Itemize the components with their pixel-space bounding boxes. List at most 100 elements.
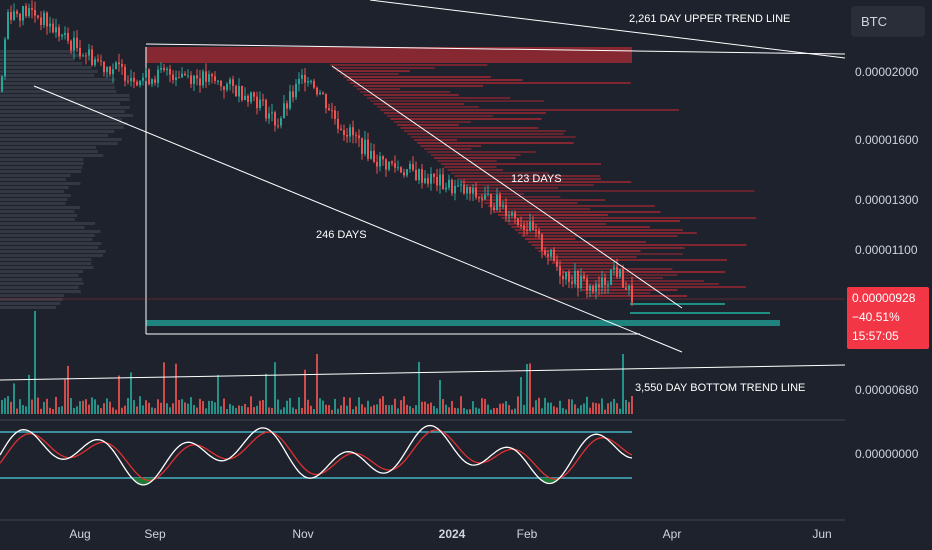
volume-bar — [76, 406, 78, 414]
profile-bar — [0, 198, 68, 201]
candle-body — [178, 77, 180, 79]
volume-bar — [601, 398, 603, 414]
profile-bar — [0, 58, 75, 61]
volume-bar — [16, 408, 18, 414]
candle-body — [388, 161, 390, 170]
candle-body — [154, 79, 156, 83]
volume-bar — [505, 401, 507, 414]
profile-bar — [430, 154, 521, 156]
profile-bar — [0, 182, 81, 185]
candle-body — [193, 75, 195, 84]
profile-bar — [0, 250, 106, 253]
candle-body — [46, 12, 48, 27]
volume-bar — [478, 408, 480, 414]
time-tick-label: 2024 — [439, 527, 466, 541]
candle-body — [271, 112, 273, 114]
candle-body — [472, 187, 474, 194]
profile-bar — [548, 259, 728, 261]
volume-bar — [37, 397, 39, 414]
bottom-trend-label: 3,550 DAY BOTTOM TREND LINE — [635, 382, 805, 394]
profile-bar — [461, 181, 632, 183]
volume-bar — [397, 408, 399, 414]
candle-body — [391, 161, 393, 164]
candle-body — [52, 23, 54, 33]
candle-body — [541, 234, 543, 251]
volume-bar — [67, 365, 69, 414]
candle-body — [520, 224, 522, 226]
candle-body — [103, 61, 105, 73]
candle-body — [199, 78, 201, 86]
volume-bar — [124, 405, 126, 414]
candle-body — [274, 112, 276, 126]
candle-body — [577, 270, 579, 289]
candle-body — [112, 69, 114, 75]
volume-bar — [412, 408, 414, 414]
candle-body — [514, 212, 516, 219]
volume-bar — [55, 396, 57, 414]
profile-bar — [330, 64, 488, 66]
volume-bar — [184, 402, 186, 414]
volume-bar — [514, 408, 516, 414]
profile-bar — [514, 229, 683, 231]
profile-bar — [0, 154, 104, 157]
volume-bar — [220, 406, 222, 414]
candle-body — [226, 84, 228, 90]
volume-bar — [544, 397, 546, 414]
profile-bar — [504, 220, 681, 222]
volume-bar — [562, 407, 564, 414]
profile-bar — [0, 162, 84, 165]
volume-bar — [25, 406, 27, 414]
volume-bar — [166, 403, 168, 414]
volume-bar — [109, 401, 111, 414]
candle-body — [475, 187, 477, 198]
volume-bar — [70, 398, 72, 414]
time-axis[interactable]: Aug Sep Nov 2024 Feb Apr Jun — [69, 527, 831, 541]
symbol-button[interactable]: BTC — [851, 6, 925, 37]
volume-bar — [574, 404, 576, 414]
candle-body — [202, 71, 204, 86]
volume-bar — [280, 409, 282, 414]
volume-series — [1, 311, 633, 414]
candle-body — [124, 66, 126, 81]
pane-separators — [0, 419, 845, 521]
volume-bar — [430, 402, 432, 414]
candle-body — [439, 174, 441, 186]
profile-bar — [427, 151, 536, 153]
volume-bar — [241, 406, 243, 414]
candle-body — [376, 161, 378, 167]
candle-body — [373, 150, 375, 162]
volume-bar — [586, 396, 588, 414]
profile-bar — [521, 235, 678, 237]
profile-bar — [0, 234, 95, 237]
price-axis[interactable]: 0.00002000 0.00001600 0.00001300 0.00001100… — [855, 65, 919, 461]
candle-body — [433, 173, 435, 177]
volume-bar — [118, 375, 120, 414]
volume-bar — [379, 398, 381, 414]
candle-body — [172, 74, 174, 80]
volume-bar — [529, 363, 531, 414]
profile-bar — [380, 109, 680, 111]
candle-body — [217, 80, 219, 82]
profile-bar — [417, 142, 574, 144]
candle-body — [298, 78, 300, 84]
volume-bar — [346, 405, 348, 414]
candle-body — [184, 73, 186, 76]
volume-bar — [94, 399, 96, 414]
profile-bar — [0, 246, 99, 249]
candle-body — [487, 193, 489, 195]
profile-bar — [353, 85, 484, 87]
volume-bar — [199, 398, 201, 414]
trend-lines[interactable] — [0, 0, 846, 381]
volume-bar — [226, 409, 228, 414]
candle-body — [382, 156, 384, 160]
volume-bar — [361, 404, 363, 414]
profile-bar — [0, 298, 63, 301]
candle-body — [484, 194, 486, 200]
volume-bar — [421, 401, 423, 414]
volume-bar — [331, 409, 333, 414]
profile-bar — [0, 226, 85, 229]
candle-body — [127, 80, 129, 82]
volume-bar — [418, 361, 420, 414]
candle-body — [73, 37, 75, 51]
